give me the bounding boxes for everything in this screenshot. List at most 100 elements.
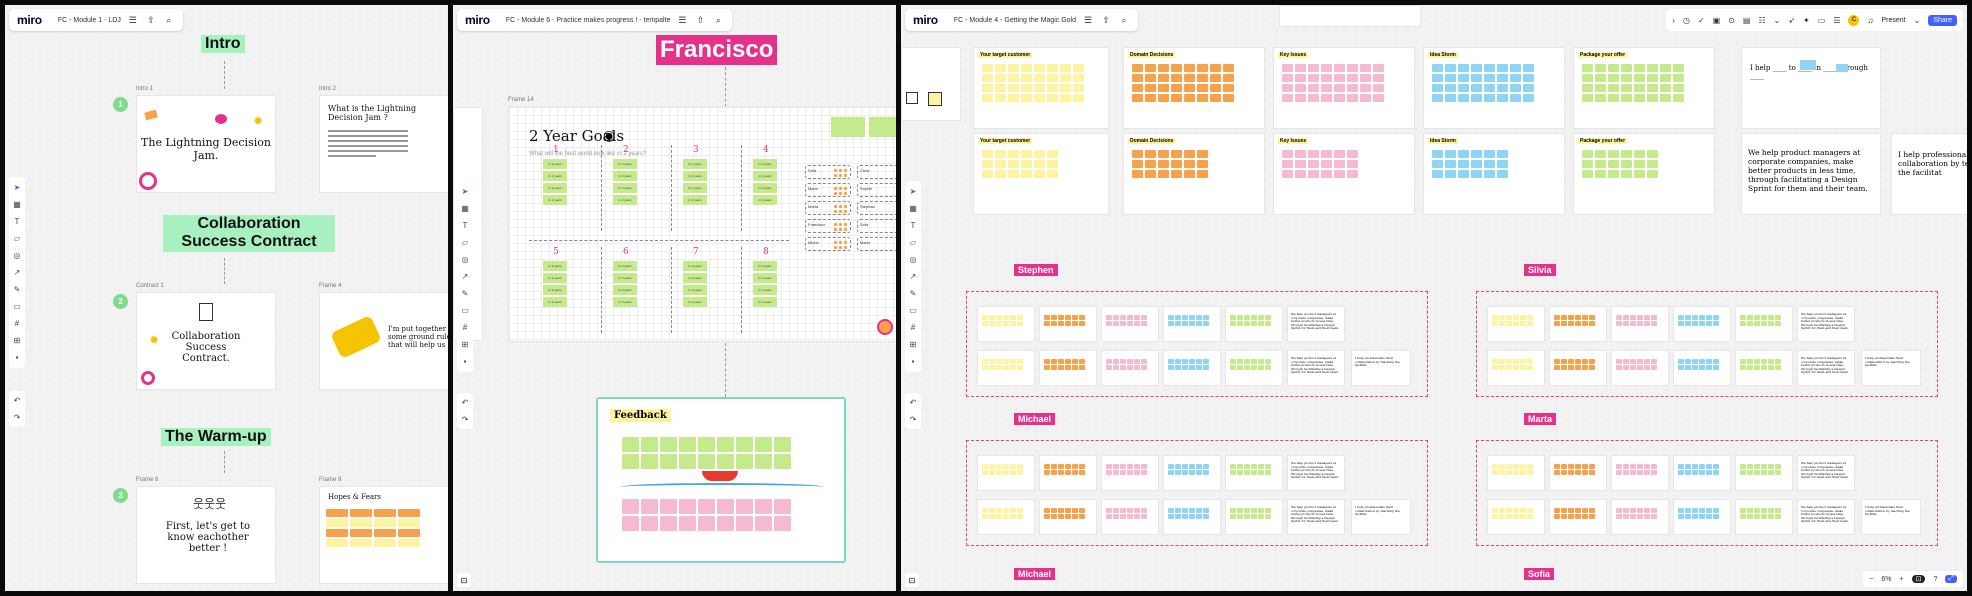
- sticky-note[interactable]: [1685, 508, 1691, 513]
- sticky-note[interactable]: [1616, 359, 1622, 364]
- sticky-note[interactable]: [1623, 321, 1629, 326]
- sticky-note[interactable]: [1065, 359, 1071, 364]
- sticky-note[interactable]: [1182, 315, 1188, 320]
- sticky-note[interactable]: [1360, 74, 1371, 82]
- sticky-note[interactable]: [1651, 508, 1657, 513]
- sticky-note[interactable]: [1010, 321, 1016, 326]
- sticky-note[interactable]: [1113, 464, 1119, 469]
- sticky-note[interactable]: [1497, 74, 1508, 82]
- sticky-note[interactable]: [1230, 464, 1236, 469]
- sticky-note[interactable]: [1003, 470, 1009, 475]
- sticky-note[interactable]: [1065, 470, 1071, 475]
- sticky-note[interactable]: [1747, 365, 1753, 370]
- sticky-note[interactable]: [1432, 64, 1443, 72]
- undo-icon[interactable]: ↶: [461, 398, 469, 407]
- sticky-note[interactable]: [1334, 84, 1345, 92]
- sticky-note[interactable]: [1685, 365, 1691, 370]
- sticky-note[interactable]: [1189, 321, 1195, 326]
- sticky-note[interactable]: [1127, 514, 1133, 519]
- sticky-note[interactable]: In 2 years: [753, 195, 777, 205]
- sticky-note[interactable]: [1158, 150, 1169, 158]
- sticky-note[interactable]: [1568, 508, 1574, 513]
- sticky-note[interactable]: [982, 508, 988, 513]
- sticky-note[interactable]: [1189, 365, 1195, 370]
- sticky-note[interactable]: [1051, 321, 1057, 326]
- sticky-note[interactable]: [755, 437, 772, 452]
- sticky-note[interactable]: [1021, 64, 1032, 72]
- sticky-note[interactable]: [1740, 315, 1746, 320]
- sticky-note[interactable]: [1334, 94, 1345, 102]
- sticky-note[interactable]: [1523, 94, 1534, 102]
- sticky-note[interactable]: [982, 150, 993, 158]
- upload-tool-icon[interactable]: ⊞: [461, 340, 469, 349]
- sticky-note[interactable]: [1113, 315, 1119, 320]
- sticky-note[interactable]: [1616, 470, 1622, 475]
- sticky-note[interactable]: [1484, 74, 1495, 82]
- sticky-note[interactable]: [1295, 170, 1306, 178]
- sticky-note[interactable]: [1582, 64, 1593, 72]
- sticky-note[interactable]: [1647, 64, 1658, 72]
- sticky-note[interactable]: [660, 454, 677, 469]
- sticky-note[interactable]: [1595, 94, 1606, 102]
- sticky-note[interactable]: [1647, 84, 1658, 92]
- sticky-note[interactable]: [1621, 64, 1632, 72]
- sticky-note[interactable]: In 2 years: [683, 273, 707, 283]
- sticky-note[interactable]: [1685, 321, 1691, 326]
- sticky-note[interactable]: [1775, 464, 1781, 469]
- sticky-note[interactable]: [698, 437, 715, 452]
- sticky-note[interactable]: [1175, 321, 1181, 326]
- sticky-note[interactable]: [1251, 365, 1257, 370]
- zoom-out-icon[interactable]: −: [1869, 575, 1874, 583]
- sticky-note[interactable]: [1637, 365, 1643, 370]
- sticky-note[interactable]: [1458, 74, 1469, 82]
- sticky-note[interactable]: [1168, 359, 1174, 364]
- sticky-note[interactable]: [679, 437, 696, 452]
- sticky-note[interactable]: [1800, 60, 1816, 70]
- sticky-note[interactable]: [1747, 508, 1753, 513]
- sticky-note[interactable]: [1568, 315, 1574, 320]
- person-zone[interactable]: We help product managers at corporate co…: [966, 291, 1428, 397]
- sticky-note[interactable]: [996, 464, 1002, 469]
- sticky-note[interactable]: [1644, 321, 1650, 326]
- sticky-note[interactable]: [1513, 464, 1519, 469]
- sticky-note[interactable]: [1651, 464, 1657, 469]
- sticky-note[interactable]: In 2 years: [543, 273, 567, 283]
- sticky-note[interactable]: [1141, 315, 1147, 320]
- sticky-note[interactable]: [1471, 160, 1482, 168]
- sticky-note[interactable]: [1073, 94, 1084, 102]
- sticky-note[interactable]: [1127, 365, 1133, 370]
- sticky-note[interactable]: [1282, 94, 1293, 102]
- name-tag[interactable]: Sofa: [805, 165, 851, 179]
- sticky-note[interactable]: [1595, 74, 1606, 82]
- sticky-note[interactable]: [1282, 84, 1293, 92]
- sticky-note[interactable]: [1145, 170, 1156, 178]
- sticky-note[interactable]: [1484, 160, 1495, 168]
- sticky-note[interactable]: [1754, 359, 1760, 364]
- sticky-note[interactable]: [1775, 315, 1781, 320]
- sticky-note[interactable]: [1017, 365, 1023, 370]
- mini-frame[interactable]: We help product managers at corporate co…: [1287, 455, 1345, 491]
- sticky-note[interactable]: [1445, 170, 1456, 178]
- sticky-note[interactable]: [698, 516, 715, 531]
- sticky-note[interactable]: [1021, 170, 1032, 178]
- sticky-note[interactable]: [1008, 94, 1019, 102]
- sticky-note[interactable]: [1582, 94, 1593, 102]
- sticky-note[interactable]: [1623, 508, 1629, 513]
- sticky-note[interactable]: [1106, 321, 1112, 326]
- sticky-note[interactable]: [1237, 359, 1243, 364]
- sticky-note[interactable]: [1768, 514, 1774, 519]
- sticky-note[interactable]: [755, 499, 772, 514]
- sticky-note[interactable]: [1520, 508, 1526, 513]
- sticky-note[interactable]: [1051, 365, 1057, 370]
- sticky-note[interactable]: [1699, 514, 1705, 519]
- sticky-note[interactable]: [1644, 359, 1650, 364]
- sticky-note[interactable]: [1175, 508, 1181, 513]
- sticky-note[interactable]: [1047, 170, 1058, 178]
- sticky-note[interactable]: [1458, 84, 1469, 92]
- sticky-note[interactable]: [1265, 359, 1271, 364]
- sticky-note[interactable]: [1065, 508, 1071, 513]
- sticky-note[interactable]: [1637, 315, 1643, 320]
- sticky-note[interactable]: [1258, 508, 1264, 513]
- sticky-note[interactable]: [1589, 464, 1595, 469]
- mini-frame[interactable]: We help product managers at corporate co…: [1287, 306, 1345, 342]
